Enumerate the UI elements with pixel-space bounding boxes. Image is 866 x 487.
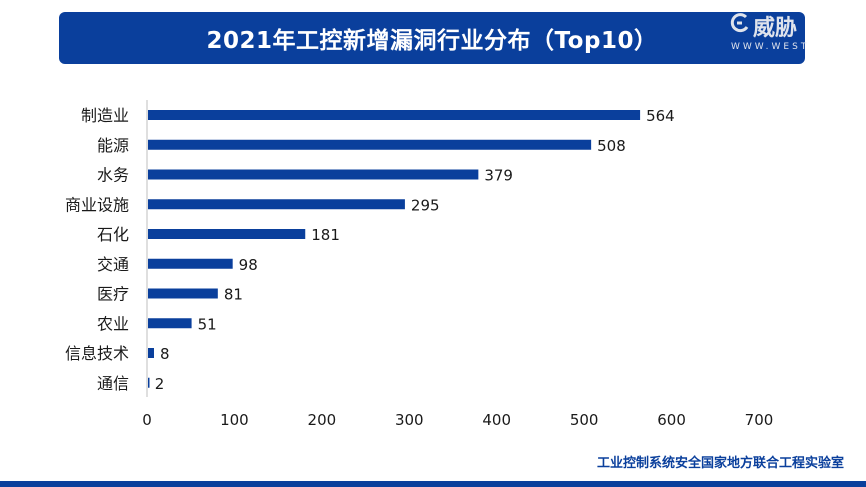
x-tick-label: 600 [657,411,686,429]
bar [148,170,478,180]
data-label: 564 [646,107,675,125]
bar [148,289,218,299]
bar [148,348,154,358]
category-label: 制造业 [81,106,129,125]
data-label: 51 [198,315,217,333]
category-label: 能源 [97,136,129,155]
bar [148,318,192,328]
x-tick-label: 700 [745,411,774,429]
category-label: 农业 [97,314,129,333]
bar [148,199,405,209]
x-tick-label: 500 [570,411,599,429]
category-label: 商业设施 [65,195,129,214]
data-label: 295 [411,196,440,214]
data-label: 8 [160,345,170,363]
data-label: 379 [484,167,513,185]
category-label: 水务 [97,166,129,185]
category-label: 石化 [97,225,129,244]
footer-source: 工业控制系统安全国家地方联合工程实验室 [597,452,844,471]
bar [148,259,233,269]
x-tick-label: 200 [308,411,337,429]
x-tick-label: 0 [142,411,152,429]
bar [148,378,150,388]
data-label: 81 [224,286,243,304]
x-tick-label: 100 [220,411,249,429]
category-label: 信息技术 [65,344,129,363]
category-label: 通信 [97,374,129,393]
x-tick-label: 300 [395,411,424,429]
bottom-divider [0,481,866,487]
x-tick-label: 400 [482,411,511,429]
bar [148,110,640,120]
data-label: 181 [311,226,340,244]
data-label: 2 [155,375,165,393]
data-label: 508 [597,137,626,155]
bar [148,140,591,150]
category-label: 交通 [97,255,129,274]
data-label: 98 [239,256,258,274]
bar [148,229,305,239]
category-label: 医疗 [97,285,129,304]
